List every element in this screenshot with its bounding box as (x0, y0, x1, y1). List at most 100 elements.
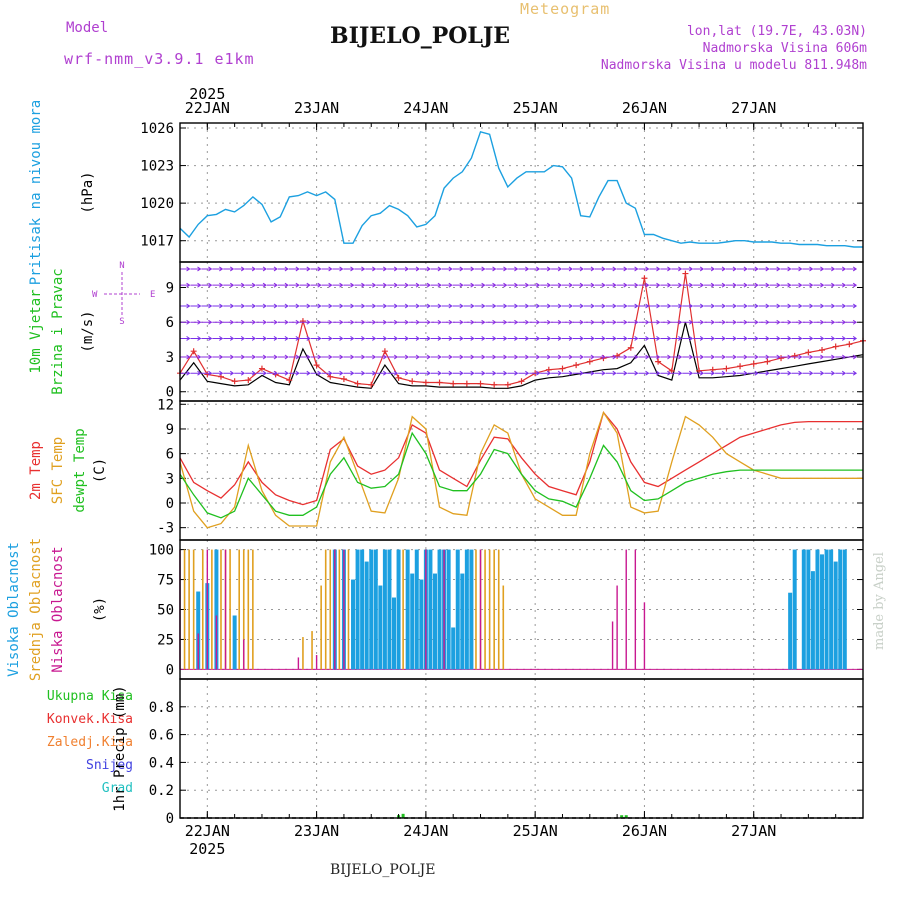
wind-arrow (190, 354, 202, 360)
wind-arrow (791, 266, 803, 272)
wind-arrow (747, 303, 759, 309)
cloud-high-bar (428, 549, 433, 670)
wind-arrow (616, 282, 628, 288)
wind-arrow (551, 319, 563, 325)
cloud-low-bar (643, 602, 646, 670)
wind-arrow (354, 354, 366, 360)
wind-arrow (835, 266, 847, 272)
cloud-high-bar (405, 549, 410, 670)
panel-unit-label: (hPa) (80, 171, 96, 213)
wind-arrow (299, 319, 311, 325)
wind-gust-marker (340, 375, 347, 382)
wind-arrow (682, 336, 694, 341)
wind-arrow (813, 354, 825, 360)
wind-arrow (223, 319, 235, 325)
wind-arrow (354, 319, 366, 325)
wind-arrow (682, 282, 694, 288)
wind-arrow (441, 303, 453, 309)
wind-arrow (540, 282, 552, 288)
wind-arrow (179, 319, 191, 325)
wind-arrow (660, 303, 672, 309)
wind-arrow (321, 354, 333, 360)
panel-ylabel: Pritisak na nivou mora (28, 100, 44, 285)
wind-arrow (256, 336, 267, 341)
cloud-low-bar (443, 549, 445, 670)
wind-arrow (256, 370, 267, 376)
cloud-mid-bar (329, 549, 332, 670)
wind-arrow (736, 370, 748, 376)
cloud-mid-bar (338, 549, 341, 670)
wind-arrow (562, 319, 573, 325)
wind-arrow (758, 303, 770, 309)
cloud-low-bar (634, 549, 637, 670)
wind-arrow (682, 303, 694, 309)
wind-arrow (266, 319, 278, 325)
cloud-mid-bar (497, 549, 500, 670)
wind-arrow (256, 354, 267, 360)
wind-arrow (452, 266, 464, 272)
bottom-day-label: 27JAN (731, 822, 776, 840)
wind-arrow (266, 370, 278, 376)
wind-arrow (693, 303, 705, 309)
wind-arrow (343, 336, 355, 341)
cloud-high-bar (801, 549, 806, 670)
wind-arrow (572, 303, 584, 309)
wind-arrow (409, 354, 420, 360)
wind-arrow (354, 370, 366, 376)
wind-arrow (507, 370, 519, 376)
cloud-mid-bar (493, 549, 495, 670)
cloud-high-bar (838, 549, 843, 670)
wind-arrow (266, 282, 278, 288)
wind-arrow (747, 370, 759, 376)
y-tick-label: 0 (166, 385, 174, 401)
wind-arrow (540, 303, 552, 309)
wind-gust-marker (682, 270, 689, 277)
bottom-day-label: 25JAN (513, 822, 558, 840)
cloud-high-bar (351, 579, 356, 670)
wind-arrow (693, 370, 705, 376)
wind-arrow (441, 266, 453, 272)
wind-gust-marker (805, 349, 812, 356)
wind-arrow (245, 303, 257, 309)
cloud-high-bar (232, 615, 237, 670)
cloud-mid-bar (211, 549, 213, 670)
wind-arrow (212, 266, 224, 272)
cloud-mid-bar (192, 549, 195, 670)
wind-arrow (846, 336, 858, 341)
wind-arrow (780, 319, 792, 325)
wind-gust-marker (655, 358, 662, 365)
wind-arrow (277, 370, 289, 376)
wind-arrow (496, 336, 508, 341)
bottom-day-label: 22JAN (185, 822, 230, 840)
cloud-high-bar (196, 591, 201, 670)
wind-arrow (824, 266, 836, 272)
cloud-high-bar (396, 549, 401, 670)
cloud-mid-bar (201, 549, 204, 670)
wind-arrow (365, 303, 377, 309)
wind-arrow (638, 303, 650, 309)
panel-ylabel: dewpt Temp (72, 428, 88, 512)
wind-arrow (835, 282, 847, 288)
wind-arrow (234, 354, 246, 360)
wind-arrow (376, 336, 388, 341)
panel-ylabel: SFC Temp (50, 437, 66, 504)
wind-gust-marker (313, 362, 320, 369)
wind-arrow (321, 319, 333, 325)
wind-arrow (223, 266, 235, 272)
wind-arrow (529, 266, 541, 272)
wind-arrow (769, 303, 781, 309)
cloud-high-bar (810, 571, 815, 670)
y-tick-label: 3 (166, 350, 174, 366)
wind-arrow (693, 319, 705, 325)
wind-gust-marker (258, 365, 265, 372)
wind-arrow (813, 319, 825, 325)
cloud-mid-bar (311, 631, 313, 670)
wind-arrow (638, 370, 650, 376)
wind-arrow (212, 282, 224, 288)
cloud-mid-bar (484, 549, 486, 670)
wind-arrow (802, 319, 814, 325)
wind-arrow (245, 319, 257, 325)
wind-arrow (594, 370, 606, 376)
wind-arrow (518, 336, 530, 341)
wind-arrow (725, 354, 737, 360)
